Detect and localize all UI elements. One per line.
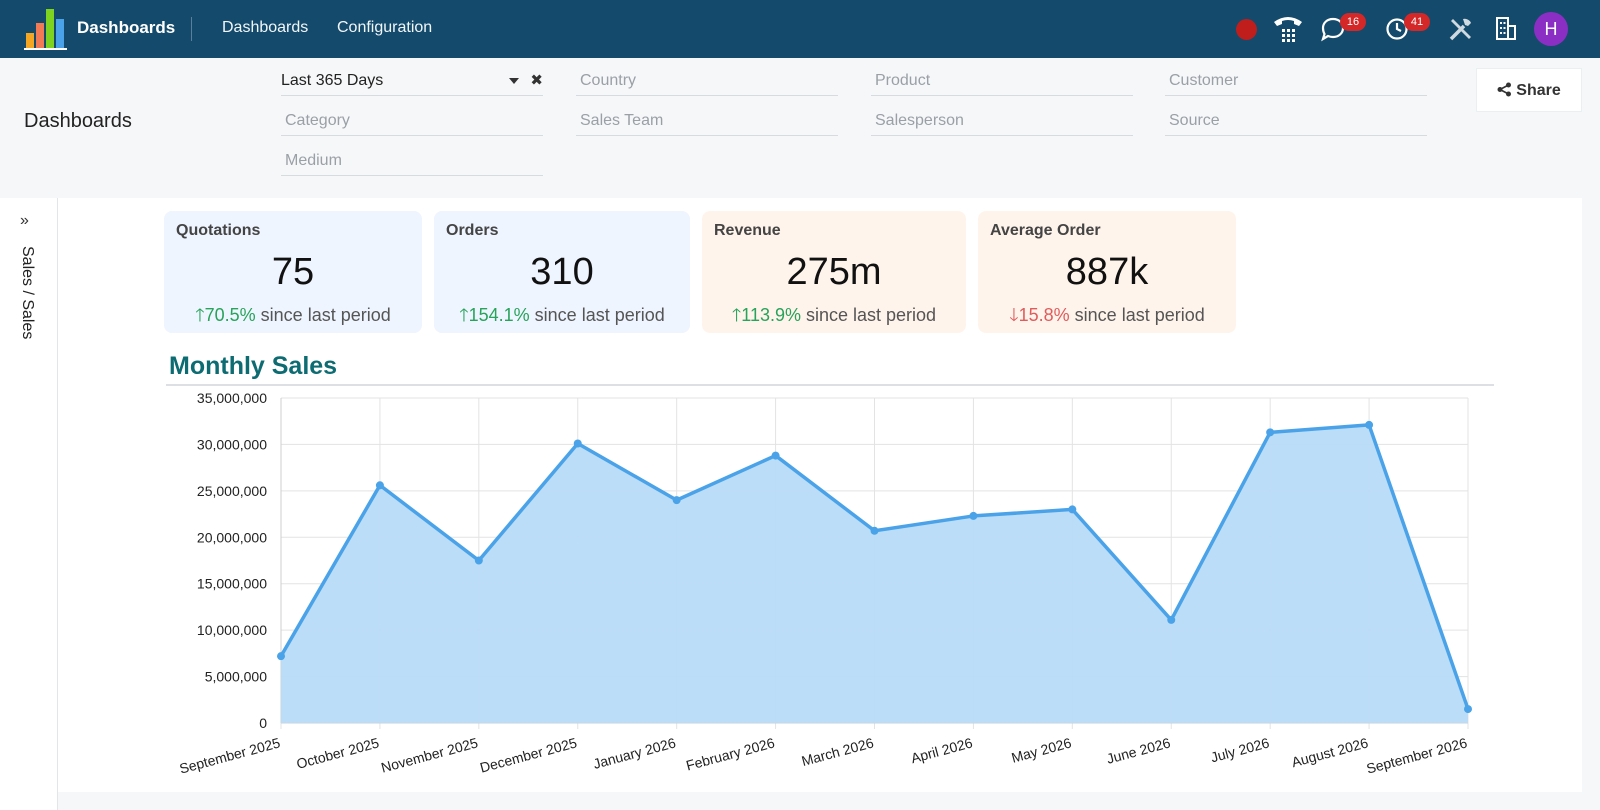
data-point xyxy=(1266,428,1275,437)
country-filter[interactable]: Country xyxy=(576,66,838,96)
caret-down-icon[interactable] xyxy=(509,78,519,84)
source-filter[interactable]: Source xyxy=(1165,106,1427,136)
medium-placeholder: Medium xyxy=(285,152,342,169)
chart-title: Monthly Sales xyxy=(169,352,338,380)
data-point xyxy=(1365,420,1374,429)
kpi-card-orders[interactable]: Orders 310 🡑154.1% since last period xyxy=(434,211,690,333)
x-tick-label: August 2026 xyxy=(1290,734,1370,770)
double-chevron-right-icon[interactable]: » xyxy=(20,212,29,229)
dashboards-app-logo-icon[interactable] xyxy=(24,7,68,51)
messages-badge: 16 xyxy=(1340,13,1366,31)
x-tick-label: April 2026 xyxy=(909,734,974,766)
nav-dashboards[interactable]: Dashboards xyxy=(222,19,309,36)
sidebar-dashboard-label[interactable]: Sales / Sales xyxy=(19,246,36,340)
control-panel: Dashboards Last 365 Days ✖ Country Produ… xyxy=(0,58,1600,198)
salesperson-filter[interactable]: Salesperson xyxy=(871,106,1133,136)
medium-filter[interactable]: Medium xyxy=(281,146,543,176)
x-tick-label: February 2026 xyxy=(684,734,776,773)
x-tick-label: June 2026 xyxy=(1105,734,1173,766)
y-tick-label: 0 xyxy=(259,715,267,731)
data-point xyxy=(1068,505,1077,514)
company-building-icon[interactable] xyxy=(1492,15,1520,43)
y-tick-label: 20,000,000 xyxy=(197,529,267,545)
customer-filter[interactable]: Customer xyxy=(1165,66,1427,96)
x-tick-label: September 2025 xyxy=(178,734,282,776)
chart-title-divider xyxy=(166,384,1494,386)
dashboard-content: » Sales / Sales Quotations 75 🡑70.5% sin… xyxy=(0,198,1600,810)
country-placeholder: Country xyxy=(580,72,637,89)
clear-filter-icon[interactable]: ✖ xyxy=(530,72,543,89)
category-filter[interactable]: Category xyxy=(281,106,543,136)
kpi-title: Average Order xyxy=(990,222,1101,239)
category-placeholder: Category xyxy=(285,112,350,129)
y-tick-label: 25,000,000 xyxy=(197,483,267,499)
x-tick-label: September 2026 xyxy=(1365,734,1469,776)
right-scroll-rail[interactable] xyxy=(1582,198,1600,792)
kpi-value: 887k xyxy=(1065,251,1149,293)
data-point xyxy=(870,526,879,535)
phone-icon[interactable] xyxy=(1271,12,1305,46)
x-tick-label: March 2026 xyxy=(800,734,876,769)
dashboard-sidebar: » Sales / Sales xyxy=(0,198,58,810)
recording-indicator-icon[interactable] xyxy=(1236,19,1257,40)
kpi-card-revenue[interactable]: Revenue 275m 🡑113.9% since last period xyxy=(702,211,966,333)
data-point xyxy=(1167,615,1176,624)
app-name[interactable]: Dashboards xyxy=(77,18,176,37)
monthly-sales-chart: 0 5,000,000 10,000,000 15,000,000 20,000,000… xyxy=(178,390,1472,777)
y-tick-label: 30,000,000 xyxy=(197,436,267,452)
kpi-value: 275m xyxy=(786,251,882,293)
x-tick-label: November 2025 xyxy=(379,734,480,775)
product-placeholder: Product xyxy=(875,72,931,89)
kpi-title: Quotations xyxy=(176,222,261,239)
share-label: Share xyxy=(1516,82,1561,99)
data-point xyxy=(277,652,285,661)
share-button[interactable]: Share xyxy=(1476,68,1582,112)
bottom-strip xyxy=(58,792,1600,810)
x-tick-label: December 2025 xyxy=(478,734,579,775)
y-tick-label: 5,000,000 xyxy=(205,669,267,685)
area-fill xyxy=(281,424,1468,723)
x-tick-label: May 2026 xyxy=(1010,734,1074,765)
x-tick-label: January 2026 xyxy=(591,734,677,771)
nav-configuration[interactable]: Configuration xyxy=(337,19,433,36)
page-title: Dashboards xyxy=(24,110,132,132)
kpi-value: 310 xyxy=(530,251,594,293)
sales-team-filter[interactable]: Sales Team xyxy=(576,106,838,136)
top-navbar: Dashboards Dashboards Configuration 16 4… xyxy=(0,0,1600,58)
kpi-card-quotations[interactable]: Quotations 75 🡑70.5% since last period xyxy=(164,211,422,333)
activities-badge: 41 xyxy=(1404,13,1430,31)
data-point xyxy=(474,556,483,565)
user-avatar[interactable]: H xyxy=(1534,12,1568,46)
date-range-value: Last 365 Days xyxy=(281,72,384,89)
y-tick-label: 35,000,000 xyxy=(197,390,267,406)
product-filter[interactable]: Product xyxy=(871,66,1133,96)
tools-icon[interactable] xyxy=(1447,15,1475,43)
kpi-card-average-order[interactable]: Average Order 887k 🡓15.8% since last per… xyxy=(978,211,1236,333)
source-placeholder: Source xyxy=(1169,112,1220,129)
x-tick-label: October 2025 xyxy=(295,734,381,771)
y-tick-label: 15,000,000 xyxy=(197,576,267,592)
customer-placeholder: Customer xyxy=(1169,72,1239,89)
kpi-value: 75 xyxy=(271,251,315,293)
data-point xyxy=(672,496,681,505)
share-icon xyxy=(1497,82,1512,97)
data-point xyxy=(573,439,582,448)
data-point xyxy=(771,451,780,460)
data-point xyxy=(375,481,384,490)
kpi-title: Orders xyxy=(446,222,499,239)
sales-team-placeholder: Sales Team xyxy=(580,112,664,129)
date-range-filter[interactable]: Last 365 Days ✖ xyxy=(281,66,543,96)
data-point xyxy=(1464,705,1472,714)
nav-divider xyxy=(191,17,192,41)
salesperson-placeholder: Salesperson xyxy=(875,112,964,129)
y-tick-label: 10,000,000 xyxy=(197,622,267,638)
data-point xyxy=(969,511,978,520)
x-tick-label: July 2026 xyxy=(1209,734,1271,765)
kpi-title: Revenue xyxy=(714,222,781,239)
